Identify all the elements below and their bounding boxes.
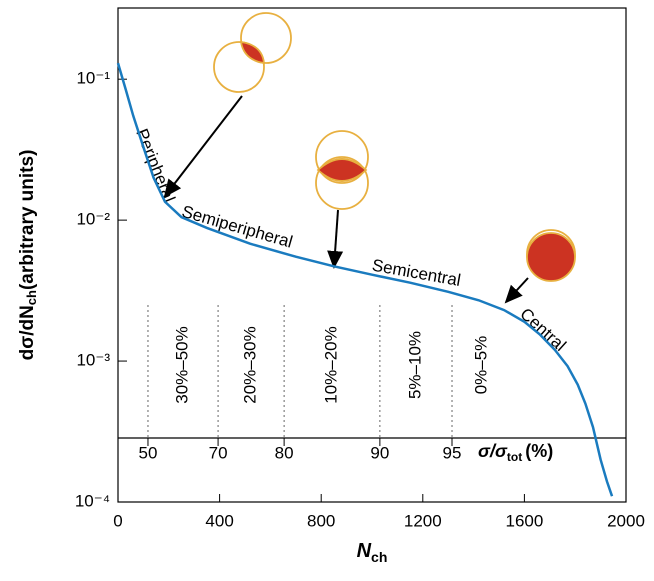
data-line xyxy=(118,63,612,496)
chart: Peripheral Semiperipheral Semicentral Ce… xyxy=(0,0,654,576)
x-tick-label: 1200 xyxy=(404,511,442,530)
y-tick-label: 10⁻⁴ xyxy=(75,491,110,510)
centrality-range: 0%–5% xyxy=(471,336,490,395)
annotation: Semiperipheral xyxy=(180,202,295,252)
centrality-tick-label: 70 xyxy=(209,443,228,462)
annotation-graphics xyxy=(165,96,528,302)
x-tick-label: 1600 xyxy=(505,511,543,530)
centrality-tick-label: 90 xyxy=(370,443,389,462)
annotation: Central xyxy=(516,304,569,355)
centrality-range: 30%–50% xyxy=(173,326,192,404)
x-label-sub: ch xyxy=(371,549,387,565)
y-label: dσ/dN xyxy=(17,305,38,360)
y-tick-label: 10⁻³ xyxy=(76,351,110,370)
centrality-sub: tot xyxy=(507,450,522,464)
x-tick-label: 2000 xyxy=(607,511,645,530)
x-label: N xyxy=(357,540,372,562)
y-label-sub: ch xyxy=(24,290,39,305)
centrality-tick-label: 95 xyxy=(443,443,462,462)
centrality-unit: (%) xyxy=(525,441,553,461)
centrality-tick-label: 50 xyxy=(139,443,158,462)
centrality-tick-label: 80 xyxy=(275,443,294,462)
y-tick-label: 10⁻¹ xyxy=(76,69,110,88)
centrality-range: 20%–30% xyxy=(241,326,260,404)
x-axis-title: Nch xyxy=(357,540,388,564)
centrality-label: σ/σ xyxy=(478,441,508,461)
centrality-range: 10%–20% xyxy=(321,326,340,404)
y-axis-title: dσ/dNch(arbitrary units) xyxy=(17,150,39,361)
x-tick-label: 400 xyxy=(205,511,233,530)
centrality-title: σ/σtot(%) xyxy=(478,441,553,464)
centrality-range: 5%–10% xyxy=(405,331,424,399)
x-tick-label: 0 xyxy=(113,511,122,530)
y-tick-label: 10⁻² xyxy=(76,210,110,229)
x-tick-label: 800 xyxy=(307,511,335,530)
y-label-unit: (arbitrary units) xyxy=(17,150,38,290)
